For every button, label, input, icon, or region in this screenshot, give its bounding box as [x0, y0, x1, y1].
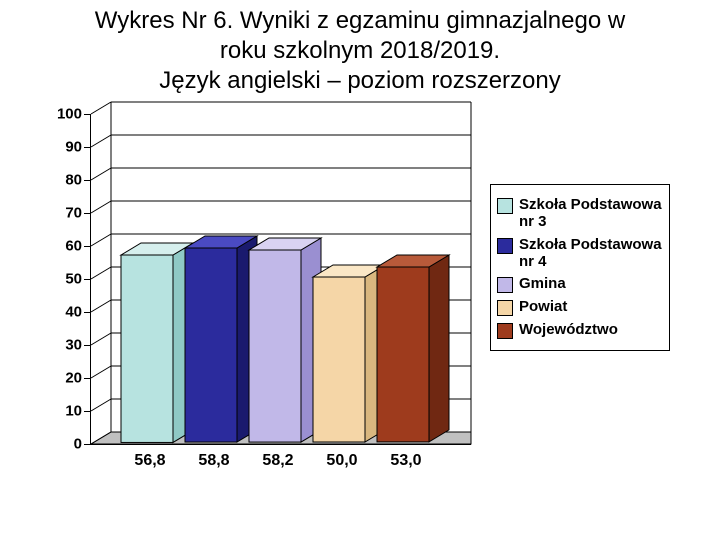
bar-svg	[377, 255, 451, 444]
legend-label: Gmina	[519, 275, 566, 292]
legend-item: Województwo	[497, 321, 663, 339]
y-tick-label: 100	[57, 106, 82, 123]
bar	[185, 238, 237, 444]
legend-label: Szkoła Podstawowa nr 4	[519, 236, 663, 271]
y-tick-label: 0	[74, 436, 82, 453]
legend-item: Szkoła Podstawowa nr 3	[497, 196, 663, 231]
legend-swatch	[497, 198, 513, 214]
title-line3: Język angielski – poziom rozszerzony	[159, 67, 561, 94]
y-axis: 0102030405060708090100	[40, 114, 90, 444]
bar	[313, 267, 365, 444]
x-value-label: 58,2	[262, 452, 293, 470]
bar	[121, 245, 173, 444]
chart-container: 0102030405060708090100 56,858,858,250,05…	[40, 114, 680, 514]
y-tick-label: 20	[65, 370, 82, 387]
bar	[377, 257, 429, 444]
legend-label: Powiat	[519, 298, 567, 315]
y-tick-label: 10	[65, 403, 82, 420]
bars-group	[91, 114, 471, 444]
legend-swatch	[497, 238, 513, 254]
y-tick-label: 70	[65, 205, 82, 222]
legend-item: Powiat	[497, 298, 663, 316]
legend-swatch	[497, 323, 513, 339]
bar-svg	[185, 236, 259, 444]
bar-svg	[121, 243, 195, 444]
legend-item: Gmina	[497, 275, 663, 293]
plot-area	[90, 114, 471, 445]
legend-label: Szkoła Podstawowa nr 3	[519, 196, 663, 231]
chart-title: Wykres Nr 6. Wyniki z egzaminu gimnazjal…	[0, 0, 720, 96]
y-tick-label: 90	[65, 139, 82, 156]
title-line2: roku szkolnym 2018/2019.	[220, 37, 500, 64]
y-tick-label: 40	[65, 304, 82, 321]
x-value-label: 58,8	[198, 452, 229, 470]
y-tick-label: 30	[65, 337, 82, 354]
legend: Szkoła Podstawowa nr 3 Szkoła Podstawowa …	[490, 184, 670, 351]
bar-svg	[249, 238, 323, 444]
legend-swatch	[497, 277, 513, 293]
x-value-label: 53,0	[390, 452, 421, 470]
y-tick-label: 60	[65, 238, 82, 255]
y-tick-label: 80	[65, 172, 82, 189]
x-axis-labels: 56,8 58,8 58,2 50,0 53,0	[90, 448, 470, 478]
legend-label: Województwo	[519, 321, 618, 338]
legend-item: Szkoła Podstawowa nr 4	[497, 236, 663, 271]
legend-swatch	[497, 300, 513, 316]
bar	[249, 240, 301, 444]
x-value-label: 50,0	[326, 452, 357, 470]
title-line1: Wykres Nr 6. Wyniki z egzaminu gimnazjal…	[95, 7, 625, 34]
x-value-label: 56,8	[134, 452, 165, 470]
y-tick-label: 50	[65, 271, 82, 288]
bar-svg	[313, 265, 387, 444]
